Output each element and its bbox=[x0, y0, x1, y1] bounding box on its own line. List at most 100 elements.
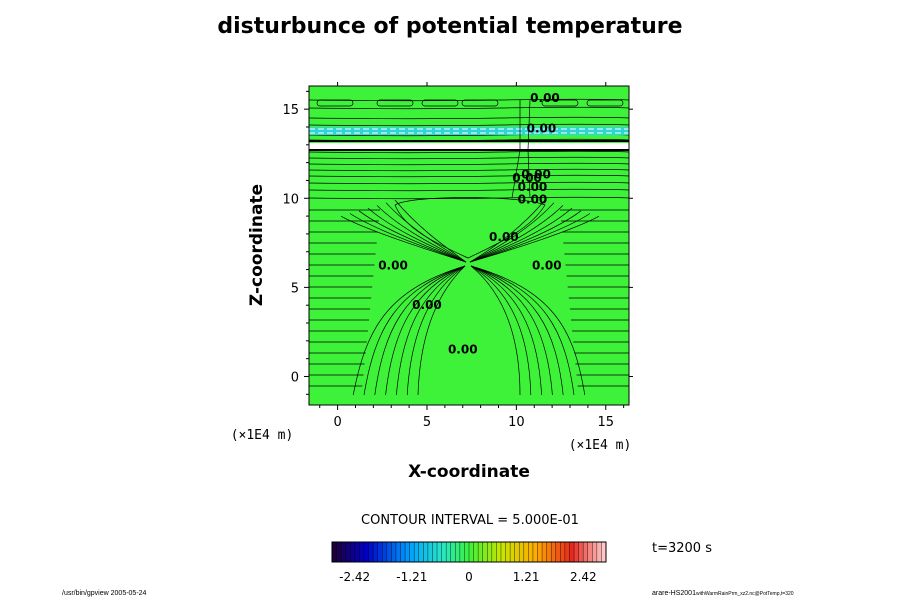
colorbar-cell bbox=[491, 542, 497, 562]
contour-line bbox=[541, 99, 579, 107]
colorbar-cell bbox=[564, 542, 570, 562]
colorbar-cell bbox=[418, 542, 424, 562]
x-axis-label: X-coordinate bbox=[408, 462, 530, 482]
colorbar-cell bbox=[469, 542, 475, 562]
contour-line bbox=[309, 196, 629, 200]
contour-line bbox=[470, 265, 575, 396]
y-tick-label: 10 bbox=[282, 192, 299, 207]
colorbar-cell bbox=[478, 542, 484, 562]
y-tick-label: 0 bbox=[291, 370, 299, 385]
contour-line bbox=[586, 99, 624, 107]
colorbar-cell bbox=[450, 542, 456, 562]
colorbar-tick-label: -2.42 bbox=[339, 570, 370, 584]
contour-line bbox=[470, 265, 586, 396]
contour-line bbox=[309, 181, 629, 185]
colorbar-cell bbox=[345, 542, 351, 562]
contour-label: 0.00 bbox=[518, 180, 548, 194]
axes: 0 5 10 15 0 5 10 15 X-coordinate Z-coordinate (×1E… bbox=[231, 82, 633, 482]
plot-area: 0.000.000.000.000.000.000.000.00 0.000.00… bbox=[308, 85, 630, 406]
colorbar-cell bbox=[596, 542, 602, 562]
white-band bbox=[309, 143, 629, 149]
colorbar-cell bbox=[368, 542, 374, 562]
colorbar: -2.42 -1.21 0 1.21 2.42 bbox=[331, 541, 607, 584]
contour-line bbox=[309, 156, 629, 160]
contour-line bbox=[309, 162, 629, 166]
colorbar-cell bbox=[546, 542, 552, 562]
contour-line bbox=[363, 265, 466, 396]
y-axis-label: Z-coordinate bbox=[247, 184, 267, 306]
colorbar-cell bbox=[519, 542, 525, 562]
contour-line bbox=[376, 205, 467, 263]
colorbar-cell bbox=[423, 542, 429, 562]
contour-line bbox=[527, 99, 531, 199]
contour-line bbox=[309, 150, 629, 154]
colorbar-cell bbox=[405, 542, 411, 562]
plot-frame bbox=[308, 85, 630, 406]
y-unit-label: (×1E4 m) bbox=[231, 428, 294, 443]
colorbar-cell bbox=[505, 542, 511, 562]
contour-line bbox=[511, 100, 521, 199]
contour-line bbox=[470, 265, 521, 396]
colorbar-cell bbox=[336, 542, 342, 562]
colorbar-cell bbox=[560, 542, 566, 562]
colorbar-cell bbox=[482, 542, 488, 562]
colorbar-cell bbox=[601, 542, 607, 562]
contour-label: 0.00 bbox=[527, 121, 557, 135]
contour-line bbox=[349, 213, 467, 263]
colorbar-cell bbox=[496, 542, 502, 562]
colorbar-cell bbox=[400, 542, 406, 562]
contour-label: 0.00 bbox=[489, 230, 519, 244]
colorbar-tick-label: 2.42 bbox=[570, 570, 597, 584]
colorbar-cell bbox=[332, 542, 338, 562]
colorbar-cell bbox=[592, 542, 598, 562]
contour-line bbox=[469, 205, 564, 263]
colorbar-cell bbox=[473, 542, 479, 562]
x-tick-label: 0 bbox=[333, 415, 341, 430]
contour-line bbox=[394, 199, 467, 263]
contour-label: 0.00 bbox=[448, 342, 478, 356]
contour-label: 0.00 bbox=[378, 259, 408, 273]
contour-line bbox=[352, 265, 466, 396]
contour-line bbox=[367, 207, 467, 263]
contour-line bbox=[470, 265, 564, 396]
contour-line bbox=[309, 106, 629, 110]
colorbar-cell bbox=[528, 542, 534, 562]
contour-label: 0.00 bbox=[532, 259, 562, 273]
colorbar-cell bbox=[542, 542, 548, 562]
colorbar-cell bbox=[414, 542, 420, 562]
colorbar-cell bbox=[500, 542, 507, 562]
colorbar-cell bbox=[537, 542, 543, 562]
contour-line bbox=[469, 213, 591, 263]
x-tick-label: 5 bbox=[423, 415, 431, 430]
contour-line bbox=[309, 174, 629, 178]
colorbar-cell bbox=[373, 542, 379, 562]
colorbar-cell bbox=[427, 542, 433, 562]
contour-label: 0.00 bbox=[412, 298, 442, 312]
x-tick-label: 10 bbox=[508, 415, 525, 430]
y-tick-label: 15 bbox=[282, 103, 299, 118]
contour-line bbox=[396, 265, 466, 396]
colorbar-frame bbox=[331, 541, 607, 563]
contour-line bbox=[358, 210, 467, 263]
contour-line bbox=[340, 215, 467, 263]
contour-line bbox=[309, 116, 629, 120]
contour-line bbox=[470, 265, 542, 396]
colorbar-cell bbox=[459, 542, 465, 562]
footer-right: arare-HS2001withWarmRainPrm_xz2.nc@PotTe… bbox=[652, 590, 794, 597]
contour-line bbox=[421, 99, 459, 107]
colorbar-cell bbox=[437, 542, 443, 562]
contour-line bbox=[309, 98, 629, 102]
colorbar-tick-label: -1.21 bbox=[396, 570, 427, 584]
x-tick-label: 15 bbox=[597, 415, 614, 430]
contour-line bbox=[470, 265, 553, 396]
time-label: t=3200 s bbox=[652, 541, 712, 556]
colorbar-cell bbox=[578, 542, 584, 562]
contour-line bbox=[394, 197, 546, 259]
colorbar-cell bbox=[583, 542, 589, 562]
y-tick-label: 5 bbox=[291, 281, 299, 296]
contour-line bbox=[461, 99, 499, 107]
contour-line bbox=[374, 265, 466, 396]
chart-title: disturbunce of potential temperature bbox=[217, 14, 683, 39]
cold-band bbox=[309, 127, 629, 135]
colorbar-cell bbox=[487, 542, 493, 562]
